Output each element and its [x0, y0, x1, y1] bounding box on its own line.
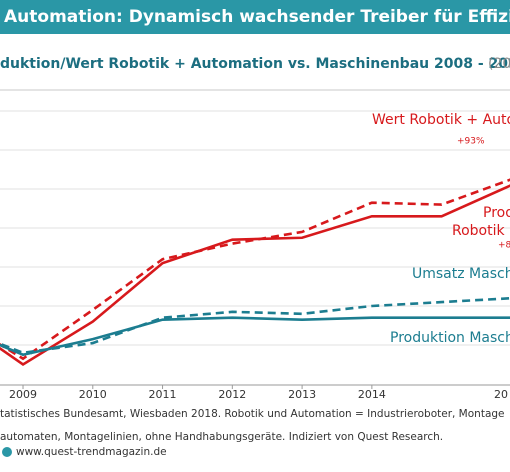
annotation: Produktion Maschi [390, 330, 510, 346]
annotation: +8 [498, 241, 510, 251]
annotation: +93% [457, 137, 485, 147]
title-bar [0, 0, 510, 34]
x-tick-label: 2013 [288, 388, 316, 401]
web-icon [2, 447, 12, 457]
source-note: automaten, Montagelinien, ohne Handhabun… [0, 431, 443, 443]
x-tick-label: 2012 [218, 388, 246, 401]
chart-title: Automation: Dynamisch wachsender Treiber… [4, 7, 510, 27]
annotation: Wert Robotik + Auton [372, 112, 510, 128]
plot-area [0, 178, 510, 367]
annotation: Robotik + [452, 223, 510, 239]
annotation: Umsatz Maschi [412, 266, 510, 282]
chart-subtitle: duktion/Wert Robotik + Automation vs. Ma… [0, 56, 510, 72]
annotation: Prod [483, 205, 510, 221]
source-note: tatistisches Bundesamt, Wiesbaden 2018. … [0, 408, 505, 420]
series-line [0, 178, 510, 361]
source-note: www.quest-trendmagazin.de [16, 446, 167, 458]
x-tick-label: 2011 [149, 388, 177, 401]
x-tick-label: 2010 [79, 388, 107, 401]
x-tick-label: 2014 [358, 388, 386, 401]
x-tick-label: 2009 [9, 388, 37, 401]
series-line [0, 316, 510, 357]
x-tick-label: 20 [494, 388, 508, 401]
subtitle-note: (20 [488, 56, 510, 72]
